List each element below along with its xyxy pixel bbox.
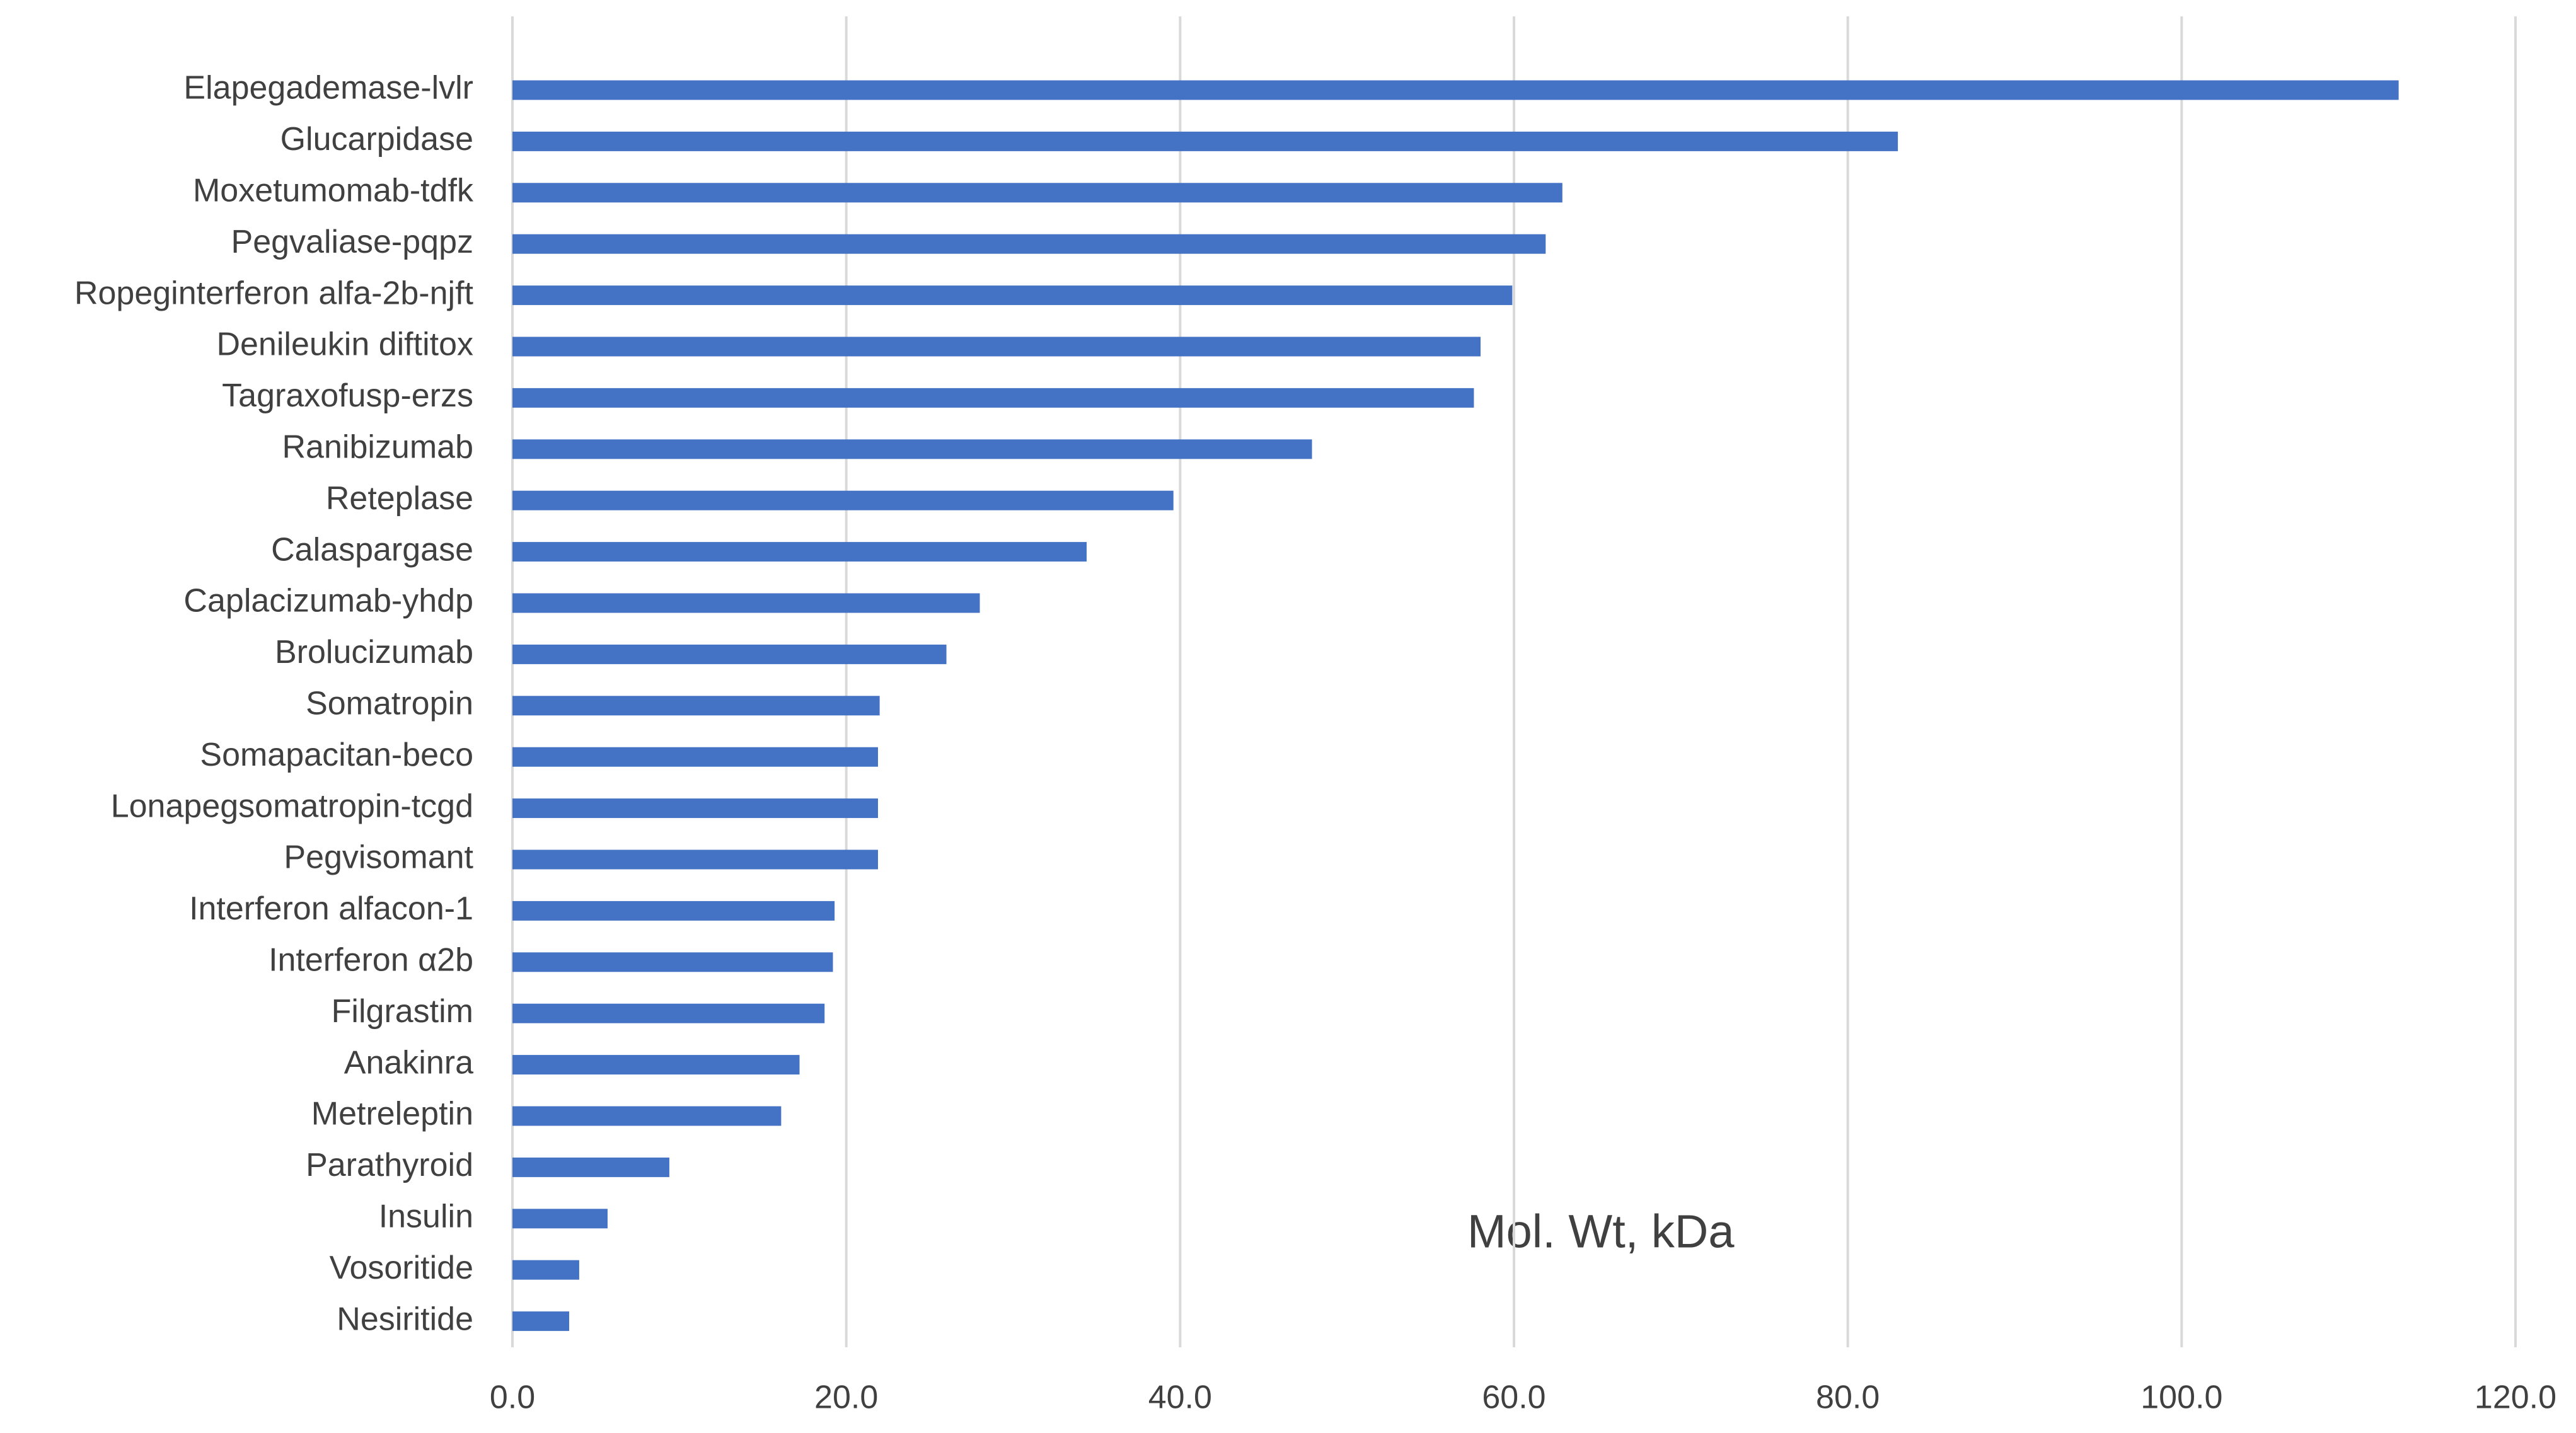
- bar: [512, 439, 1312, 459]
- y-tick-label: Pegvisomant: [284, 839, 473, 876]
- y-tick-label: Insulin: [379, 1199, 473, 1235]
- y-tick-label: Ropeginterferon alfa-2b-njft: [74, 275, 474, 311]
- x-tick-label: 20.0: [814, 1379, 878, 1416]
- y-tick-label: Reteplase: [326, 480, 473, 517]
- bar: [512, 1055, 800, 1075]
- bar: [512, 593, 980, 613]
- x-tick-label: 80.0: [1816, 1379, 1880, 1416]
- y-tick-label: Elapegademase-lvlr: [183, 70, 473, 106]
- y-tick-label: Brolucizumab: [275, 634, 473, 670]
- y-tick-label: Interferon alfacon-1: [189, 890, 473, 927]
- bar: [512, 747, 878, 767]
- bar: [512, 131, 1898, 151]
- bar: [512, 234, 1546, 254]
- bar: [512, 1003, 825, 1023]
- x-tick-label: 100.0: [2140, 1379, 2222, 1416]
- y-tick-label: Interferon α2b: [269, 942, 473, 979]
- y-tick-label: Denileukin diftitox: [216, 326, 473, 363]
- bar: [512, 285, 1513, 306]
- bar: [512, 490, 1174, 510]
- x-tick-label: 0.0: [490, 1379, 535, 1416]
- bar: [512, 1260, 579, 1280]
- y-tick-label: Filgrastim: [332, 993, 473, 1030]
- x-tick-label: 40.0: [1148, 1379, 1212, 1416]
- y-tick-label: Nesiritide: [337, 1301, 473, 1337]
- y-tick-label: Vosoritide: [330, 1250, 473, 1286]
- y-tick-label: Somapacitan-beco: [200, 737, 473, 773]
- bar: [512, 80, 2399, 100]
- bar: [512, 1106, 782, 1126]
- bar: [512, 901, 835, 921]
- y-tick-label: Ranibizumab: [282, 429, 474, 466]
- bar: [512, 696, 880, 716]
- x-tick-label: 60.0: [1482, 1379, 1545, 1416]
- bar: [512, 798, 878, 819]
- annotation: Mol. Wt, kDa: [1467, 1206, 1735, 1258]
- x-tick-label: 120.0: [2475, 1379, 2556, 1416]
- y-tick-label: Glucarpidase: [280, 121, 473, 158]
- bar: [512, 1157, 669, 1177]
- bar: [512, 337, 1481, 357]
- y-tick-label: Caplacizumab-yhdp: [183, 583, 473, 619]
- y-tick-label: Metreleptin: [311, 1096, 473, 1132]
- y-tick-label: Calaspargase: [271, 531, 473, 568]
- bar: [512, 388, 1474, 408]
- bar: [512, 183, 1562, 203]
- bar: [512, 952, 833, 972]
- y-tick-label: Tagraxofusp-erzs: [222, 377, 473, 414]
- bar: [512, 644, 947, 664]
- y-tick-label: Parathyroid: [306, 1147, 473, 1183]
- bar: [512, 542, 1087, 562]
- y-tick-label: Lonapegsomatropin-tcgd: [111, 788, 473, 824]
- bar: [512, 849, 878, 870]
- bar: [512, 1311, 570, 1332]
- y-tick-label: Pegvaliase-pqpz: [231, 224, 473, 260]
- y-tick-label: Somatropin: [306, 686, 473, 722]
- bar: [512, 1209, 608, 1229]
- y-tick-label: Anakinra: [344, 1044, 473, 1081]
- y-tick-label: Moxetumomab-tdfk: [193, 173, 474, 209]
